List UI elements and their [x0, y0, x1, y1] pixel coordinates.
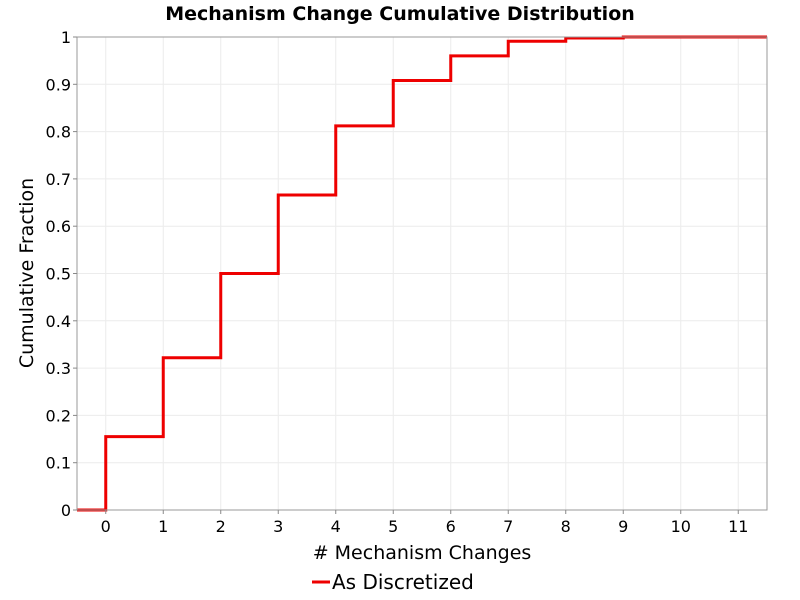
- x-tick-label: 2: [216, 517, 226, 536]
- grid-lines: [77, 36, 767, 511]
- x-tick-label: 4: [331, 517, 341, 536]
- y-tick-label: 0.3: [46, 359, 71, 378]
- series-layer: [77, 35, 767, 512]
- x-tick-label: 10: [671, 517, 691, 536]
- y-tick-label: 0.6: [46, 217, 71, 236]
- x-tick-label: 11: [728, 517, 748, 536]
- y-tick-label: 0.5: [46, 265, 71, 284]
- y-tick-label: 0.9: [46, 75, 71, 94]
- y-tick-label: 0.4: [46, 312, 71, 331]
- x-tick-label: 7: [503, 517, 513, 536]
- series-line-as-discretized: [77, 35, 767, 512]
- y-axis-ticks: 0 0.1 0.2 0.3 0.4 0.5 0.6 0.7 0.8 0.9 1: [46, 28, 77, 520]
- x-axis-ticks: 0 1 2 3 4 5 6 7 8 9 10 11: [101, 510, 748, 536]
- x-tick-label: 0: [101, 517, 111, 536]
- y-tick-label: 1: [61, 28, 71, 47]
- y-tick-label: 0.1: [46, 454, 71, 473]
- x-tick-label: 5: [388, 517, 398, 536]
- legend: As Discretized: [312, 570, 474, 594]
- legend-label-as-discretized: As Discretized: [332, 570, 474, 594]
- x-tick-label: 3: [273, 517, 283, 536]
- chart-title: Mechanism Change Cumulative Distribution: [165, 3, 635, 25]
- y-tick-label: 0.2: [46, 406, 71, 425]
- x-axis-label: # Mechanism Changes: [313, 542, 532, 564]
- y-tick-label: 0: [61, 501, 71, 520]
- y-tick-label: 0.8: [46, 123, 71, 142]
- y-axis-label: Cumulative Fraction: [16, 178, 38, 368]
- y-tick-label: 0.7: [46, 170, 71, 189]
- x-tick-label: 8: [561, 517, 571, 536]
- x-tick-label: 6: [446, 517, 456, 536]
- x-tick-label: 9: [618, 517, 628, 536]
- x-tick-label: 1: [158, 517, 168, 536]
